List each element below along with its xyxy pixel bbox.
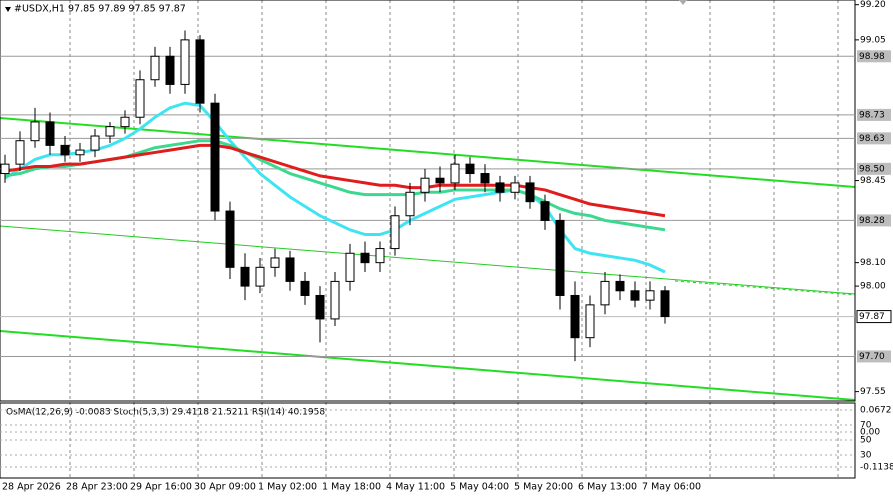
candle-body [450,163,460,184]
candle-body [390,215,400,250]
candle-body [15,140,25,165]
indicator-frame [0,402,856,479]
candle-body [435,177,445,184]
x-tick-label: 30 Apr 09:00 [194,482,256,493]
candle-body [600,280,610,306]
candle-body [165,55,175,85]
candle-body [345,252,355,282]
candle-body [645,290,655,301]
trend-line [0,117,856,188]
candle-body [465,163,475,175]
candle-body [315,294,325,320]
moving-average [4,143,666,218]
x-tick-label: 6 May 13:00 [578,482,637,493]
candle-body [60,144,70,156]
level-label: 98.73 [859,110,885,120]
chart-title: #USDX,H1 97.85 97.89 97.85 97.87 [14,4,186,15]
candle-body [420,177,430,193]
candle-body [570,294,580,339]
y-tick-label: 99.20 [860,0,886,10]
shift-marker [679,0,687,5]
y-tick-label: 98.10 [860,258,886,268]
candle-body [360,252,370,264]
x-tick-label: 4 May 11:00 [386,482,445,493]
x-tick-label: 5 May 20:00 [514,482,573,493]
trend-line [0,225,856,295]
candle-body [480,173,490,184]
indicator-tick-label: -0.1138 [860,463,893,473]
candle-body [510,182,520,193]
candle-body [45,121,55,146]
x-tick-label: 5 May 04:00 [450,482,509,493]
candle-body [525,182,535,203]
indicator-tick-label: 30 [860,451,872,461]
indicator-tick-label: 0.0672 [860,406,892,416]
level-box [857,214,891,227]
candle-body [105,126,115,137]
x-tick-label: 1 May 18:00 [322,482,381,493]
candle-body [660,290,670,318]
indicator-tick-label: 0.00 [860,428,880,438]
candle-body [270,257,280,268]
candle-body [615,280,625,292]
candle-body [585,304,595,339]
plot-frame [0,0,856,402]
x-tick-label: 29 Apr 16:00 [130,482,192,493]
level-label: 97.70 [859,352,885,362]
indicator-tick-label: 70 [860,421,872,431]
level-label: 98.28 [859,216,885,226]
indicator-tick-label: 50 [860,436,872,446]
trend-line [0,330,856,401]
candle-body [135,79,145,118]
y-tick-label: 98.45 [860,176,886,186]
candle-body [300,280,310,296]
level-label: 98.63 [859,134,885,144]
candle-body [405,191,415,217]
price-box [856,310,892,324]
level-box [857,108,891,121]
x-tick-label: 7 May 06:00 [642,482,701,493]
level-box [857,132,891,145]
candle-body [195,39,205,104]
candle-body [540,201,550,221]
candle-body [30,121,40,142]
trend-line [674,280,856,296]
candle-body [495,182,505,193]
y-tick-label: 97.55 [860,387,886,397]
level-box [857,350,891,363]
y-tick-label: 98.00 [860,282,886,292]
level-label: 98.50 [859,164,885,174]
level-box [857,162,891,175]
candle-body [555,219,565,296]
price-label: 97.87 [859,312,885,322]
level-label: 98.98 [859,52,885,62]
level-box [857,50,891,63]
candle-body [330,280,340,320]
moving-average [4,101,666,274]
x-tick-label: 1 May 02:00 [258,482,317,493]
candle-body [210,102,220,212]
candle-body [0,163,10,175]
y-tick-label: 99.05 [860,35,886,45]
candle-body [285,257,295,282]
candle-body [375,248,385,264]
indicator-label: OsMA(12,26,9) -0.0083 Stoch(5,3,3) 29.41… [6,408,325,418]
candle-body [90,135,100,151]
candle-body [225,210,235,268]
candle-body [150,55,160,81]
x-tick-label: 28 Apr 2026 [2,482,61,493]
menu-arrow[interactable] [5,7,11,12]
candle-body [120,116,130,128]
candle-body [240,266,250,287]
candle-body [75,149,85,156]
x-tick-label: 28 Apr 23:00 [66,482,128,493]
candle-body [630,290,640,301]
candle-body [180,39,190,85]
candle-body [255,266,265,287]
